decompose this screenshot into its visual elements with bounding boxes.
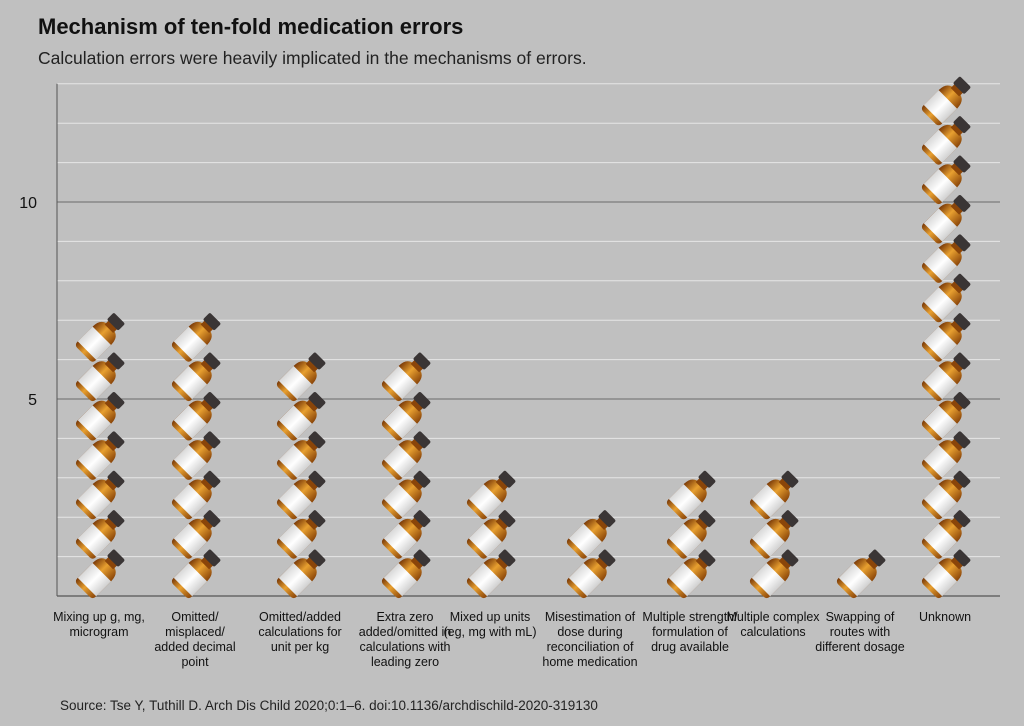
bottle-icon: [565, 505, 620, 561]
bottle-icon: [275, 387, 330, 443]
bottle-icon: [380, 348, 435, 403]
bottle-icon: [380, 387, 435, 443]
bottle-icon: [748, 545, 803, 600]
bottle-icon: [465, 505, 520, 561]
bottle-icon: [74, 348, 129, 403]
bottle-icon: [920, 545, 975, 600]
x-tick-label: Swapping of routes with different dosage: [815, 610, 905, 654]
x-tick-label: Omitted/ misplaced/ added decimal point: [154, 610, 236, 669]
x-tick-label: Mixing up g, mg, microgram: [53, 610, 145, 639]
chart-title: Mechanism of ten-fold medication errors: [38, 14, 464, 39]
bottle-icon: [465, 466, 520, 521]
bottle-icon: [74, 427, 129, 482]
x-tick-label: Multiple strength/ formulation of drug a…: [642, 610, 738, 654]
source-note: Source: Tse Y, Tuthill D. Arch Dis Child…: [60, 698, 598, 713]
bottle-icon: [920, 308, 975, 364]
bottle-icon: [920, 230, 975, 285]
y-tick-label: 5: [28, 392, 37, 409]
bottle-icon: [665, 545, 720, 600]
bottle-icon: [665, 505, 720, 561]
bottle-icon: [170, 505, 225, 561]
bottle-icon: [920, 190, 975, 246]
bottle-icon: [920, 505, 975, 561]
bottle-icon: [920, 72, 975, 127]
bar-7: [665, 466, 720, 600]
x-tick-label: Mixed up units (eg, mg with mL): [443, 610, 537, 639]
bottle-icon: [665, 466, 720, 521]
bottle-icon: [74, 505, 129, 561]
bar-10: [920, 72, 975, 600]
bottle-icon: [835, 545, 890, 600]
bottle-icon: [275, 427, 330, 482]
bottle-icon: [275, 545, 330, 600]
bottle-icon: [74, 387, 129, 443]
bottle-icon: [380, 427, 435, 482]
bottle-icon: [74, 545, 129, 600]
bottle-icon: [275, 348, 330, 403]
bottle-icon: [920, 427, 975, 482]
bottle-icon: [74, 308, 129, 364]
bottle-icon: [275, 505, 330, 561]
bottle-icon: [170, 545, 225, 600]
bottle-icon: [170, 387, 225, 443]
bottle-icon: [920, 387, 975, 443]
bar-3: [275, 348, 330, 600]
bottle-icon: [748, 466, 803, 521]
bottle-icon: [748, 505, 803, 561]
x-tick-label: Extra zero added/omitted in calculations…: [358, 610, 452, 669]
bar-5: [465, 466, 520, 600]
bottle-icon: [170, 308, 225, 364]
bottle-icon: [465, 545, 520, 600]
x-tick-label: Misestimation of dose during reconciliat…: [542, 610, 638, 669]
bottle-icon: [920, 348, 975, 403]
x-tick-label: Unknown: [918, 610, 972, 624]
bottle-icon: [380, 545, 435, 600]
bottle-icon: [170, 466, 225, 521]
bottle-icon: [170, 348, 225, 403]
bar-6: [565, 505, 620, 600]
bottle-icon: [920, 111, 975, 167]
bottle-icon: [380, 505, 435, 561]
y-tick-label: 10: [19, 195, 37, 212]
x-tick-label: Omitted/added calculations for unit per …: [258, 610, 342, 654]
bottle-icon: [565, 545, 620, 600]
bottle-icon: [74, 466, 129, 521]
bottle-icon: [380, 466, 435, 521]
bar-9: [835, 545, 890, 600]
bottle-icon: [920, 466, 975, 521]
bottle-icon: [920, 269, 975, 324]
x-tick-label: Multiple complex calculations: [726, 610, 820, 639]
bar-4: [380, 348, 435, 600]
bottle-icon: [170, 427, 225, 482]
bottle-icon: [275, 466, 330, 521]
bar-8: [748, 466, 803, 600]
bottle-icon: [920, 151, 975, 206]
chart-subtitle: Calculation errors were heavily implicat…: [38, 48, 587, 68]
